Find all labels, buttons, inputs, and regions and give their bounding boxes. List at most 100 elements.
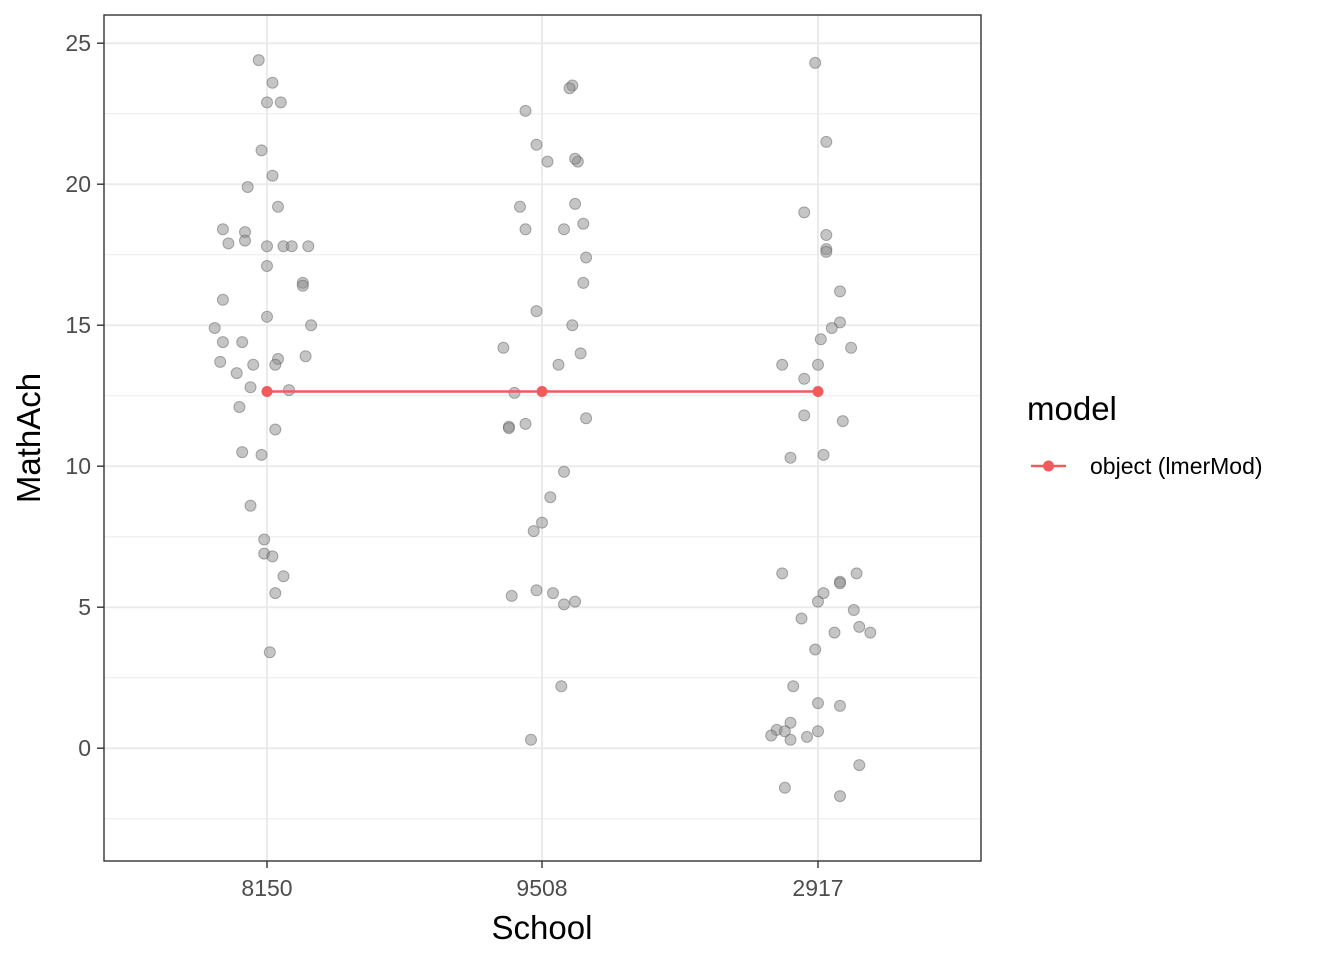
data-point [574,347,587,360]
y-tick-label: 15 [65,312,91,338]
data-point [812,358,824,371]
data-point [252,54,265,67]
data-point [261,240,273,253]
data-point [814,333,827,346]
data-point [555,680,568,693]
data-point [285,240,298,253]
data-point [569,152,582,165]
data-point [558,223,570,236]
data-point [577,217,590,230]
data-point [580,251,593,264]
data-point [809,643,822,656]
data-point [247,358,260,371]
data-point [765,729,778,742]
data-point [272,200,284,213]
data-point [269,423,282,436]
data-point [244,499,257,512]
data-point [519,417,532,430]
data-point [519,223,532,236]
legend-title: model [1027,390,1117,427]
data-point [216,336,229,349]
data-point [261,96,273,109]
data-point [214,355,227,368]
data-point [239,234,251,247]
data-point [853,759,866,772]
data-point [263,646,276,659]
data-point [269,587,282,600]
data-point [580,412,593,425]
y-tick-label: 25 [65,30,91,56]
data-point [784,451,797,464]
data-point [812,697,824,710]
x-tick-label: 9508 [516,875,567,901]
data-point [266,76,279,89]
data-point [812,725,824,738]
data-point [266,550,279,563]
data-point [274,96,287,109]
data-point [244,381,257,394]
data-point [541,155,554,168]
data-point [241,181,254,193]
data-point [776,358,789,371]
data-point [566,319,579,332]
data-points [208,54,877,803]
model-point [812,386,824,397]
data-point [208,322,221,334]
data-point [798,206,811,219]
data-point [530,305,543,318]
data-point [817,448,830,461]
data-point [236,446,249,459]
legend-key-dot [1043,460,1054,472]
data-point [864,626,877,639]
data-point [269,358,282,371]
data-point [834,699,846,712]
y-axis-title: MathAch [10,373,47,503]
data-point [820,135,833,148]
data-point [847,604,860,616]
data-point [299,350,312,363]
data-point [497,341,510,354]
legend: model object (lmerMod) [1027,390,1263,479]
data-point [850,567,863,580]
data-point [798,372,811,385]
data-point [563,82,576,95]
legend-label: object (lmerMod) [1090,453,1263,479]
data-point [836,415,849,428]
data-point [530,138,543,151]
data-point [525,733,537,746]
data-point [577,276,590,289]
data-point [784,733,797,746]
data-point [277,570,290,583]
data-point [222,237,235,250]
data-point [834,790,846,803]
data-point [552,358,565,371]
data-point [233,401,246,413]
data-point [812,595,824,608]
data-point [266,169,279,182]
data-point [514,200,526,213]
y-tick-label: 20 [65,171,91,197]
data-point [787,680,800,693]
data-point [558,465,570,478]
data-point [558,598,570,611]
data-point [828,626,841,639]
data-point [216,223,229,236]
data-point [536,516,548,529]
data-point [778,781,791,794]
data-point [502,422,515,435]
y-axis: 0 5 10 15 20 25 [65,30,104,761]
data-point [825,322,838,334]
data-point [834,577,846,590]
data-point [255,448,268,461]
data-point [795,612,808,625]
data-point [778,725,791,738]
data-point [544,491,557,504]
data-point [845,341,858,354]
data-point [834,285,846,298]
data-point [283,384,295,397]
data-point [261,260,273,272]
y-tick-label: 5 [78,594,91,620]
data-point [809,56,822,69]
data-point [569,197,582,210]
